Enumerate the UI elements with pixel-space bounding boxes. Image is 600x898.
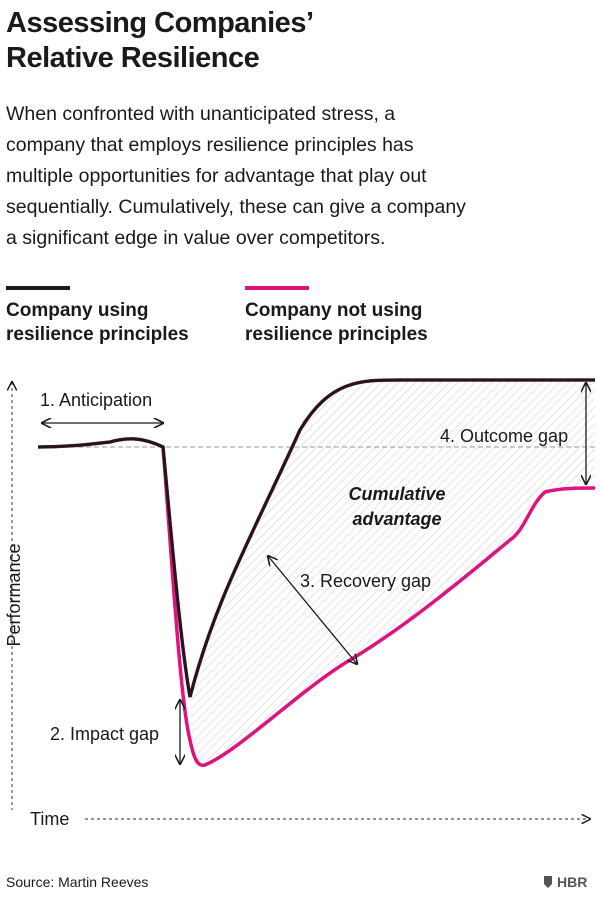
annotation-arrow <box>268 556 357 664</box>
source: Source: Martin Reeves <box>6 874 148 890</box>
description: When confronted with unanticipated stres… <box>6 103 395 125</box>
curve-with-resilience <box>37 378 595 698</box>
legend-label: Company using <box>6 300 149 321</box>
legend-label: resilience principles <box>6 324 189 345</box>
annotation: 3. Recovery gap <box>300 571 431 591</box>
annotation: advantage <box>352 509 441 529</box>
logo: HBR <box>557 874 587 890</box>
legend-label: Company not using <box>245 300 422 321</box>
description: sequentially. Cumulatively, these can gi… <box>6 196 466 218</box>
description: multiple opportunities for advantage tha… <box>6 165 427 187</box>
curve-without-resilience <box>161 446 596 767</box>
title: Relative Resilience <box>6 42 260 74</box>
description: company that employs resilience principl… <box>6 134 414 156</box>
x-axis-label: Time <box>30 809 69 829</box>
description: a significant edge in value over competi… <box>6 227 385 249</box>
annotation: 4. Outcome gap <box>440 426 568 446</box>
y-axis-label: Performance <box>4 543 24 646</box>
annotation: Cumulative <box>348 484 445 504</box>
title: Assessing Companies’ <box>6 7 314 39</box>
cumulative-area <box>190 380 595 765</box>
annotation: 2. Impact gap <box>50 724 159 744</box>
annotation: 1. Anticipation <box>40 390 152 410</box>
logo-shield <box>544 876 552 888</box>
legend-label: resilience principles <box>245 324 428 345</box>
